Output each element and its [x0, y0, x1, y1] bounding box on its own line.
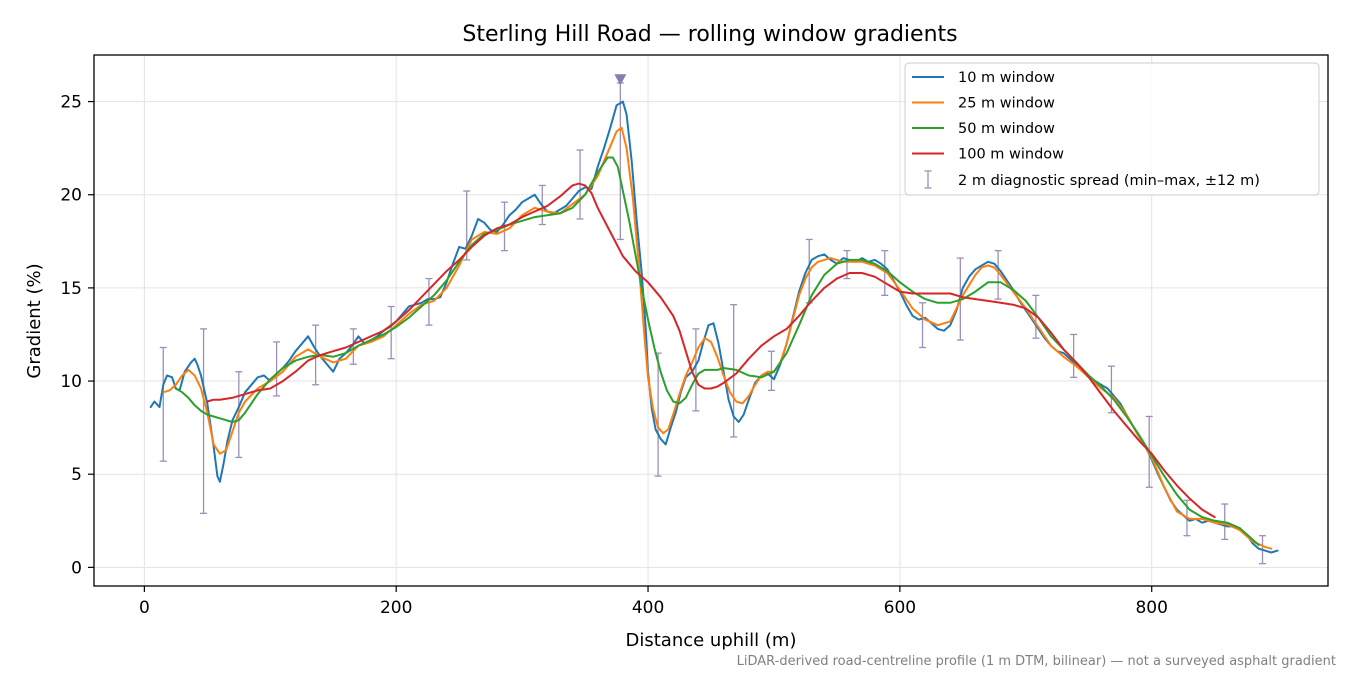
- legend-label-2: 25 m window: [958, 96, 1055, 112]
- y-tick-label: 15: [60, 279, 82, 299]
- plot-frame: [93, 54, 1329, 587]
- errorbar: [994, 249, 1002, 300]
- series-line-4: [206, 182, 1216, 519]
- errorbar: [273, 341, 281, 397]
- legend-label-1: 10 m window: [958, 70, 1055, 86]
- legend-label-3: 50 m window: [958, 121, 1055, 137]
- x-axis-label: Distance uphill (m): [626, 630, 797, 651]
- y-axis-label: Gradient (%): [24, 263, 45, 378]
- series-line-2: [162, 126, 1273, 550]
- y-tick-label: 5: [71, 465, 82, 485]
- series-line-1: [149, 100, 1279, 554]
- errorbar: [919, 302, 927, 349]
- errorbar: [692, 328, 700, 412]
- series-group: [149, 100, 1279, 554]
- errorbar: [349, 328, 357, 365]
- errorbar: [1070, 333, 1078, 378]
- y-tick-label: 10: [60, 372, 82, 392]
- x-tick-label: 0: [139, 598, 150, 618]
- errorbar: [200, 328, 208, 514]
- y-axis-ticks: 0 5 10 15 20 25: [60, 93, 94, 578]
- chart-title: Sterling Hill Road — rolling window grad…: [462, 22, 957, 47]
- errorbar: [881, 249, 889, 296]
- x-tick-label: 200: [380, 598, 412, 618]
- errorbar: [1107, 365, 1115, 414]
- legend-box: [904, 62, 1320, 196]
- y-tick-label: 0: [71, 558, 82, 578]
- legend: 10 m window 25 m window 50 m window 100 m w…: [904, 62, 1320, 196]
- x-axis-ticks: 0 200 400 600 800: [139, 586, 1168, 618]
- peak-marker: [614, 74, 627, 86]
- x-tick-label: 800: [1135, 598, 1167, 618]
- errorbar: [387, 305, 395, 360]
- series-line-3: [174, 156, 1260, 546]
- legend-label-errorbar: 2 m diagnostic spread (min–max, ±12 m): [958, 173, 1260, 189]
- marker-group: [614, 74, 627, 86]
- y-tick-label: 20: [60, 186, 82, 206]
- x-tick-label: 400: [632, 598, 664, 618]
- legend-label-4: 100 m window: [958, 147, 1064, 163]
- footnote: LiDAR-derived road-centreline profile (1…: [737, 654, 1336, 669]
- errorbar: [159, 346, 167, 462]
- x-tick-label: 600: [884, 598, 916, 618]
- y-tick-label: 25: [60, 93, 82, 113]
- errorbar: [616, 82, 624, 241]
